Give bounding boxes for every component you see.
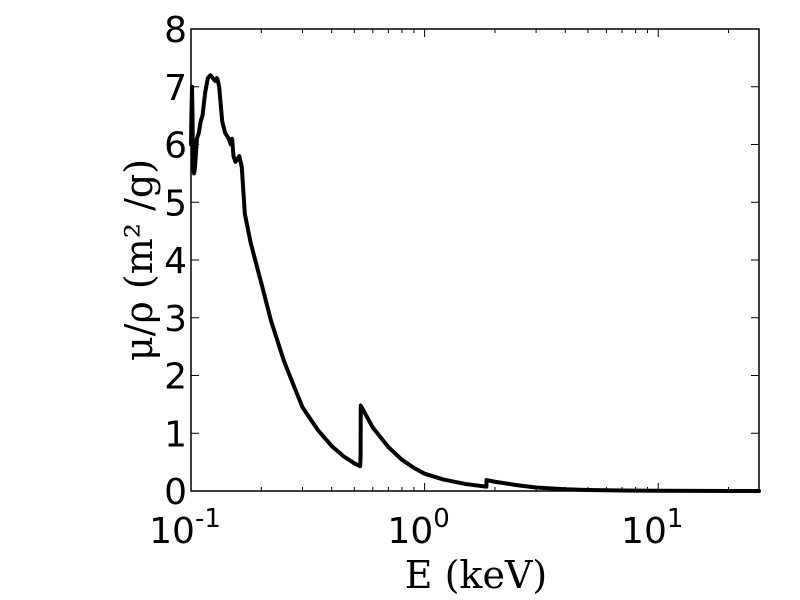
- y-tick-label: 6: [164, 126, 187, 167]
- y-tick-label: 2: [164, 357, 187, 398]
- y-tick-label: 3: [164, 299, 187, 340]
- x-tick-label: 100: [387, 504, 449, 552]
- tick-marks: [190, 28, 759, 492]
- x-axis-label: E (keV): [405, 553, 547, 597]
- y-tick-label: 7: [164, 68, 187, 109]
- x-tick-label: 101: [621, 504, 683, 552]
- y-tick-label: 8: [164, 10, 187, 51]
- series-line: [189, 73, 761, 493]
- y-tick-label: 1: [164, 414, 187, 455]
- x-tick-label: 10-1: [149, 504, 221, 552]
- y-tick-label: 4: [164, 241, 187, 282]
- tick-labels: 0 1 2 3 4 5 6 7 8 10-1 100 101: [149, 10, 683, 552]
- y-axis-label: μ/ρ (m² /g): [117, 159, 161, 361]
- y-tick-label: 5: [164, 183, 187, 224]
- y-tick-label: 0: [164, 472, 187, 513]
- plot-frame: [190, 28, 760, 492]
